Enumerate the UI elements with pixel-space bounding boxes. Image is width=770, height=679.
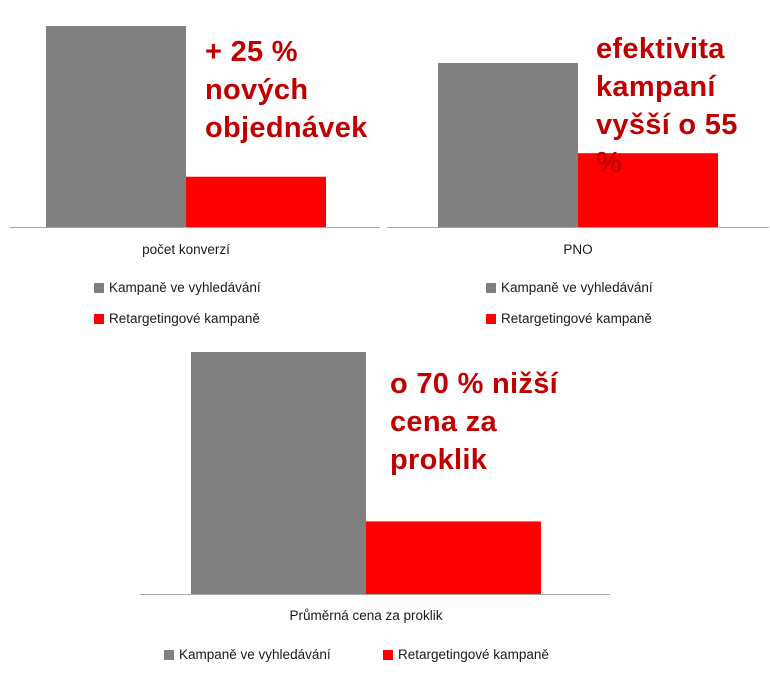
chart-annotation: o 70 % nižší cena za proklik (390, 368, 558, 476)
bar-search (191, 352, 366, 594)
chart-cpc: o 70 % nižší cena za proklik Průměrná ce… (0, 340, 770, 679)
legend-label: Retargetingové kampaně (501, 311, 652, 326)
legend-item-search: Kampaně ve vyhledávání (94, 280, 261, 295)
legend-label: Kampaně ve vyhledávání (501, 280, 653, 295)
chart-pno: efektivita kampaní vyšší o 55 % PNO Kamp… (385, 0, 770, 340)
x-axis-label: Průměrná cena za proklik (289, 608, 443, 623)
legend-label: Kampaně ve vyhledávání (109, 280, 261, 295)
legend-swatch-retargeting (383, 649, 393, 660)
chart-plot (10, 26, 380, 228)
bar-retargeting (186, 176, 326, 227)
bar-search (46, 26, 186, 227)
legend-swatch-search (94, 282, 104, 293)
legend-swatch-search (164, 649, 174, 660)
bar-search (438, 63, 578, 227)
legend-item-search: Kampaně ve vyhledávání (164, 647, 331, 662)
legend-item-retargeting: Retargetingové kampaně (383, 647, 549, 662)
bar-retargeting (366, 521, 541, 594)
chart-annotation: efektivita kampaní vyšší o 55 % (596, 33, 738, 179)
x-axis-label: PNO (563, 242, 593, 257)
legend-label: Retargetingové kampaně (398, 647, 549, 662)
chart-plot (387, 63, 769, 228)
chart-plot (140, 352, 610, 595)
legend-item-retargeting: Retargetingové kampaně (94, 311, 260, 326)
legend-item-search: Kampaně ve vyhledávání (486, 280, 653, 295)
legend-label: Retargetingové kampaně (109, 311, 260, 326)
legend-swatch-retargeting (94, 313, 104, 324)
legend-swatch-retargeting (486, 313, 496, 324)
chart-conversions: + 25 % nových objednávek počet konverzí … (0, 0, 385, 340)
legend-swatch-search (486, 282, 496, 293)
chart-annotation: + 25 % nových objednávek (205, 36, 368, 144)
x-axis-label: počet konverzí (142, 242, 230, 257)
legend-item-retargeting: Retargetingové kampaně (486, 311, 652, 326)
legend-label: Kampaně ve vyhledávání (179, 647, 331, 662)
bar-retargeting (578, 153, 718, 227)
